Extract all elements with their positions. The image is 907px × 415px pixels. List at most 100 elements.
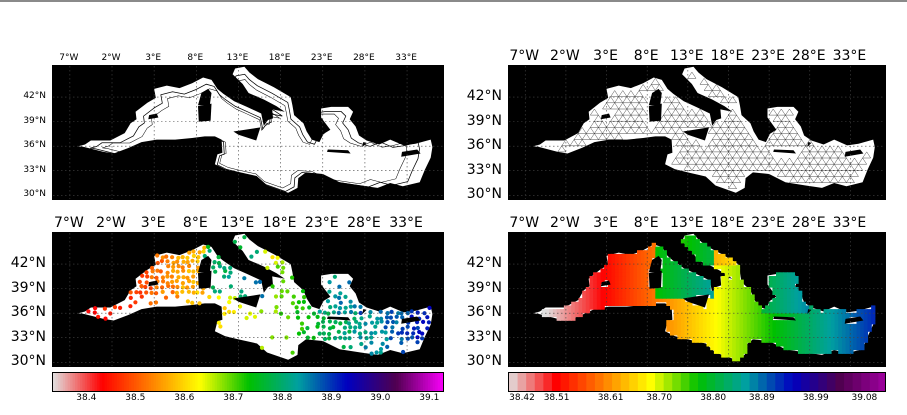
colorbar-segment [263, 373, 267, 391]
longitude-tick-label: 8°E [187, 53, 204, 63]
field-cell [809, 342, 814, 347]
field-cell [754, 301, 759, 306]
colorbar-segment [192, 373, 196, 391]
field-cell [735, 272, 741, 277]
colorbar-segment [408, 373, 412, 391]
field-cell [695, 279, 700, 284]
field-cell [867, 309, 872, 314]
colorbar-segment [818, 373, 828, 391]
field-cell [695, 323, 700, 329]
field-cell [787, 294, 792, 299]
observation-dot [385, 311, 390, 316]
longitude-tick-label: 28°E [791, 48, 826, 64]
field-cell [768, 276, 773, 281]
island [233, 127, 261, 141]
field-cell [633, 261, 638, 266]
colorbar-segment [509, 373, 519, 391]
field-cell [761, 331, 766, 336]
field-cell [648, 301, 653, 306]
field-cell [713, 331, 719, 336]
field-cell [604, 298, 609, 303]
field-cell [710, 327, 715, 332]
colorbar-segment [197, 373, 201, 391]
field-cell [812, 320, 817, 325]
observation-dot [281, 279, 286, 284]
field-cell [732, 279, 737, 284]
field-cell [728, 320, 733, 325]
observation-dot [222, 311, 227, 316]
field-cell [684, 294, 689, 299]
field-cell [856, 331, 861, 336]
observation-dot [259, 309, 264, 314]
field-cell [618, 298, 623, 303]
field-cell [662, 298, 667, 303]
field-cell [790, 331, 795, 336]
field-cell [728, 353, 733, 358]
field-cell [739, 283, 744, 288]
colorbar-segment [283, 373, 287, 391]
colorbar-tick-label: 38.4 [76, 393, 97, 403]
field-cell [589, 294, 594, 299]
field-cell [735, 298, 741, 303]
field-cell [838, 323, 843, 329]
field-cell [702, 323, 708, 329]
field-cell [702, 279, 708, 284]
field-cell [622, 287, 627, 292]
field-cell [765, 327, 770, 332]
observation-dot [144, 280, 149, 285]
field-cell [750, 334, 755, 340]
longitude-tick-label: 23°E [310, 53, 333, 63]
colorbar-segment [280, 373, 284, 391]
latitude-tick-label: 30°N [466, 186, 502, 203]
field-cell [604, 301, 609, 306]
field-cell [728, 316, 733, 321]
field-cell [666, 264, 671, 270]
field-cell [673, 312, 678, 318]
field-cell [607, 294, 613, 299]
field-cell [790, 276, 795, 281]
observation-dot [242, 276, 247, 281]
field-cell [790, 287, 795, 292]
longitude-tick-label: 13°E [669, 48, 704, 64]
field-cell [728, 338, 733, 343]
field-cell [640, 272, 645, 277]
latitude-tick-label: 33°N [10, 328, 46, 345]
field-cell [724, 257, 730, 262]
field-cell [640, 264, 645, 270]
field-cell [640, 290, 645, 295]
field-cell [801, 331, 806, 336]
field-cell [702, 334, 708, 340]
field-cell [662, 290, 667, 295]
colorbar-segment [322, 373, 326, 391]
field-cell [618, 294, 623, 299]
observation-dot [327, 319, 332, 324]
field-cell [585, 305, 591, 310]
observation-dot [139, 284, 144, 289]
field-cell [622, 276, 627, 281]
field-cell [688, 290, 693, 295]
field-cell [717, 298, 722, 303]
field-cell [798, 290, 803, 295]
field-cell [721, 279, 726, 284]
observation-dot [165, 274, 170, 279]
field-cell [684, 301, 689, 306]
field-cell [801, 301, 806, 306]
field-cell [545, 309, 550, 314]
field-cell [677, 294, 682, 299]
island [648, 255, 662, 273]
observation-dot [171, 264, 176, 269]
field-cell [765, 309, 770, 314]
field-cell [776, 276, 781, 281]
colorbar-segment [99, 373, 103, 391]
field-cell [713, 309, 719, 314]
map-panel-bottom-right [508, 232, 886, 367]
field-cell [691, 323, 697, 329]
field-cell [600, 301, 605, 306]
observation-dot [331, 325, 336, 330]
field-cell [677, 272, 682, 277]
observation-dot [383, 325, 388, 330]
field-cell [776, 338, 781, 343]
longitude-tick-label: 7°W [509, 215, 540, 231]
field-cell [629, 279, 634, 284]
field-cell [776, 298, 781, 303]
